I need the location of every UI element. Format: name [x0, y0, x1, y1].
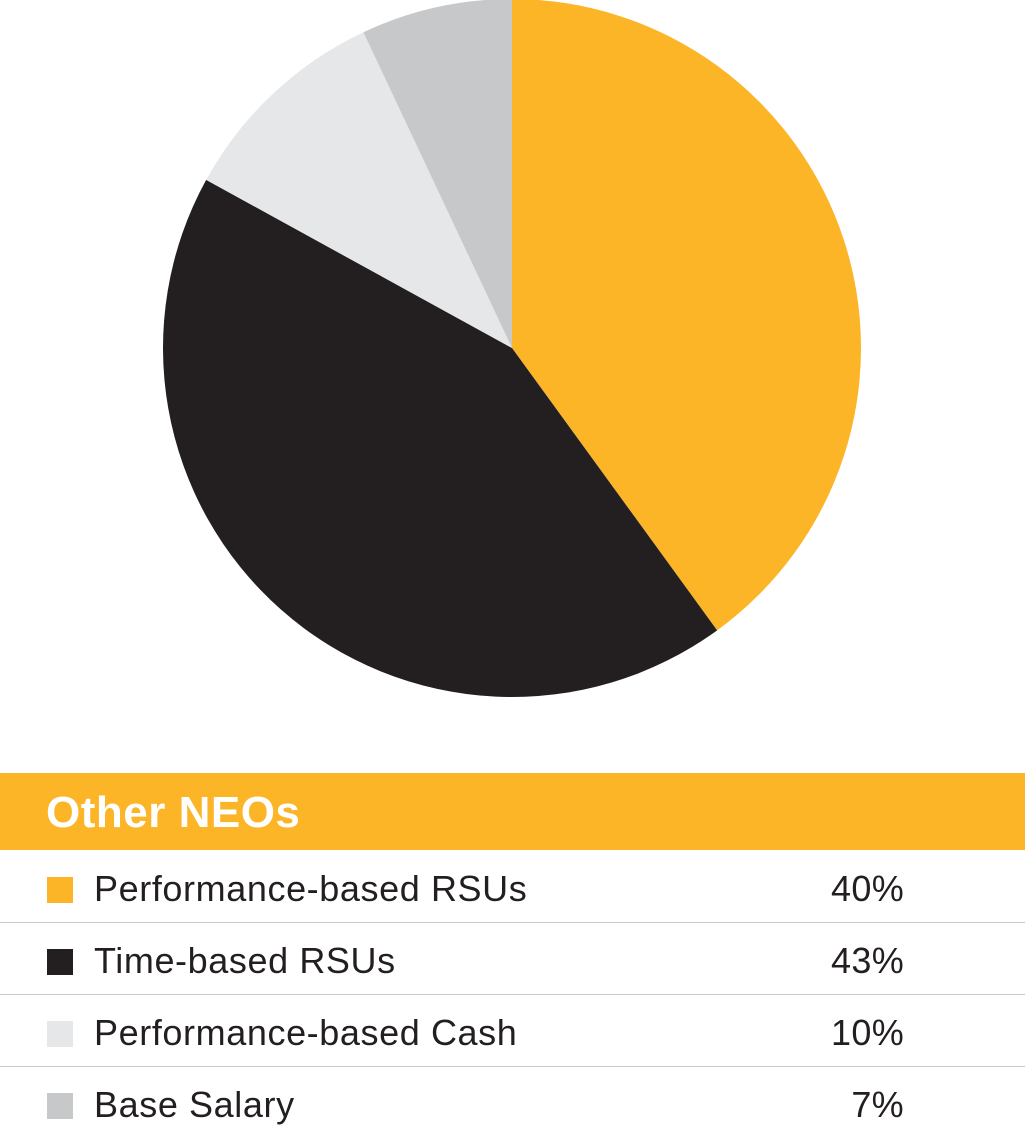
legend-header: Other NEOs: [0, 773, 1025, 850]
pie-slice-performance-based-rsus: [512, 0, 861, 631]
pie-slice-performance-based-cash: [206, 32, 513, 348]
legend-row: Performance-based Cash 10%: [0, 995, 1025, 1067]
legend-swatch: [47, 1021, 73, 1047]
legend-table: Performance-based RSUs 40% Time-based RS…: [0, 851, 1025, 1138]
pie-slice-time-based-rsus: [162, 179, 718, 698]
legend-label: Performance-based Cash: [94, 1012, 518, 1053]
legend-label: Base Salary: [94, 1084, 295, 1125]
pie-chart: [162, 0, 861, 698]
legend-row: Performance-based RSUs 40%: [0, 851, 1025, 923]
legend-swatch: [47, 949, 73, 975]
legend-value: 40%: [831, 868, 904, 909]
legend-row: Time-based RSUs 43%: [0, 923, 1025, 995]
legend-value: 10%: [831, 1012, 904, 1053]
legend-swatch: [47, 877, 73, 903]
legend-value: 7%: [851, 1084, 904, 1125]
pie-slice-base-salary: [363, 0, 512, 348]
legend-swatch: [47, 1093, 73, 1119]
legend-value: 43%: [831, 940, 904, 981]
legend-row: Base Salary 7%: [0, 1067, 1025, 1138]
legend-label: Performance-based RSUs: [94, 868, 528, 909]
legend-label: Time-based RSUs: [94, 940, 396, 981]
chart-title: Other NEOs: [46, 788, 301, 837]
